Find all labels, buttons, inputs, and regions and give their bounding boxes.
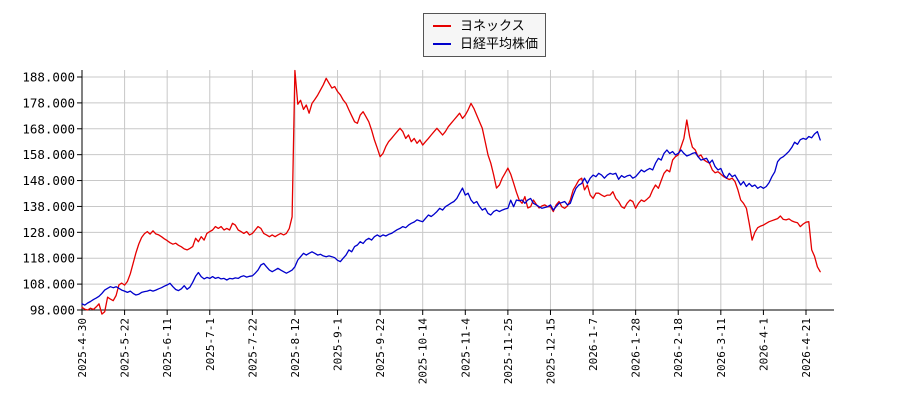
svg-text:178.000: 178.000 — [22, 95, 75, 110]
svg-text:2025-9-22: 2025-9-22 — [374, 318, 387, 378]
nikkei-line-swatch-icon — [433, 43, 451, 45]
y-axis-tick-labels: 98.000 108.000 118.000 128.000 138.000 148.00… — [22, 70, 75, 318]
nikkei-series-line — [81, 130, 821, 306]
svg-text:168.000: 168.000 — [22, 121, 75, 136]
legend-label-yonex: ヨネックス — [460, 18, 525, 33]
svg-text:108.000: 108.000 — [22, 277, 75, 292]
svg-text:128.000: 128.000 — [22, 225, 75, 240]
legend-item-nikkei: 日経平均株価 — [433, 35, 539, 53]
svg-text:2025-11-4: 2025-11-4 — [459, 318, 472, 378]
svg-text:2025-9-1: 2025-9-1 — [332, 318, 345, 371]
svg-text:148.000: 148.000 — [22, 173, 75, 188]
gridlines — [81, 70, 832, 311]
svg-text:2025-5-22: 2025-5-22 — [119, 318, 132, 378]
svg-text:2026-3-11: 2026-3-11 — [715, 318, 728, 378]
yonex-line-swatch-icon — [433, 25, 451, 27]
svg-text:2025-7-1: 2025-7-1 — [204, 318, 217, 371]
svg-text:2025-6-11: 2025-6-11 — [161, 318, 174, 378]
svg-text:2026-1-7: 2026-1-7 — [587, 318, 600, 371]
svg-text:118.000: 118.000 — [22, 251, 75, 266]
svg-text:2025-10-14: 2025-10-14 — [417, 318, 430, 385]
svg-text:188.000: 188.000 — [22, 70, 75, 85]
svg-text:138.000: 138.000 — [22, 199, 75, 214]
legend-label-nikkei: 日経平均株価 — [460, 36, 539, 51]
svg-text:2026-4-1: 2026-4-1 — [757, 318, 770, 371]
svg-text:2025-12-15: 2025-12-15 — [544, 318, 557, 384]
chart-legend: ヨネックス 日経平均株価 — [423, 13, 546, 57]
x-axis-tick-labels: 2025-4-30 2025-5-22 2025-6-11 2025-7-1 2025-… — [76, 318, 813, 385]
svg-text:2026-2-18: 2026-2-18 — [672, 318, 685, 378]
svg-text:2025-4-30: 2025-4-30 — [76, 318, 89, 378]
yonex-series-line — [81, 69, 821, 315]
svg-text:2025-7-22: 2025-7-22 — [246, 318, 259, 378]
svg-text:98.000: 98.000 — [30, 303, 75, 318]
svg-text:2025-11-25: 2025-11-25 — [502, 318, 515, 384]
axis-ticks — [77, 76, 807, 315]
svg-text:2025-8-12: 2025-8-12 — [289, 318, 302, 378]
legend-item-yonex: ヨネックス — [433, 17, 537, 35]
svg-text:2026-4-21: 2026-4-21 — [800, 318, 813, 378]
series-lines — [81, 69, 821, 315]
svg-text:2026-1-28: 2026-1-28 — [630, 318, 643, 378]
svg-text:158.000: 158.000 — [22, 147, 75, 162]
